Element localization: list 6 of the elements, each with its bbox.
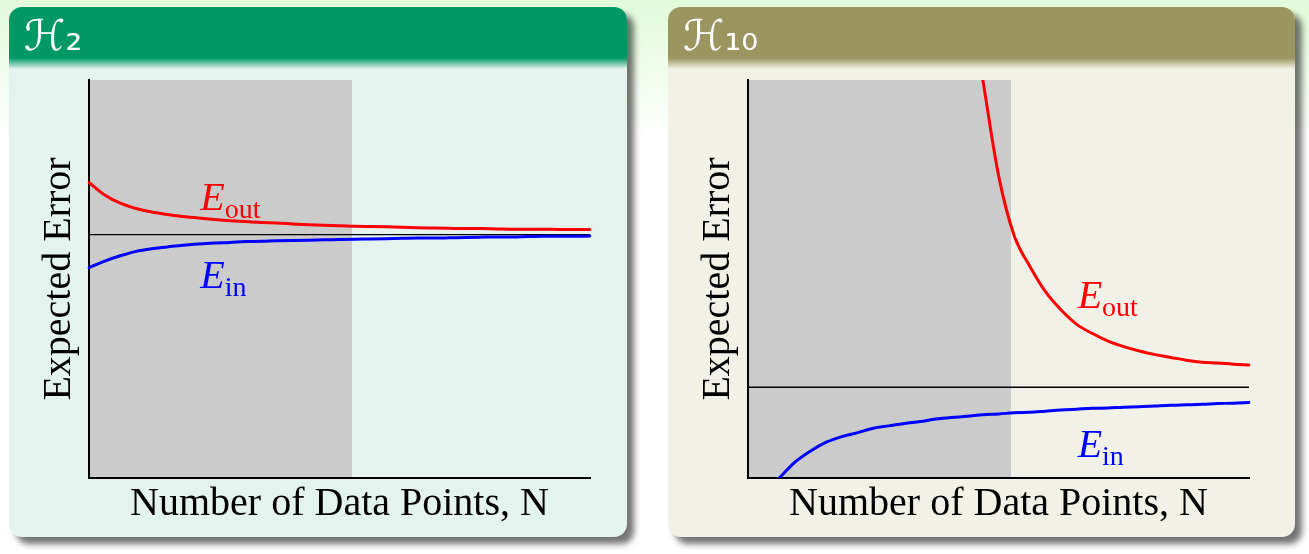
chart-title: ℋ₂ [24, 11, 83, 61]
chart-title: ℋ₁₀ [683, 11, 759, 61]
x-axis-title: Number of Data Points, N [130, 478, 549, 524]
y-axis-title: Expected Error [33, 157, 79, 401]
x-axis-title: Number of Data Points, N [789, 478, 1208, 524]
y-axis-title: Expected Error [692, 157, 738, 401]
